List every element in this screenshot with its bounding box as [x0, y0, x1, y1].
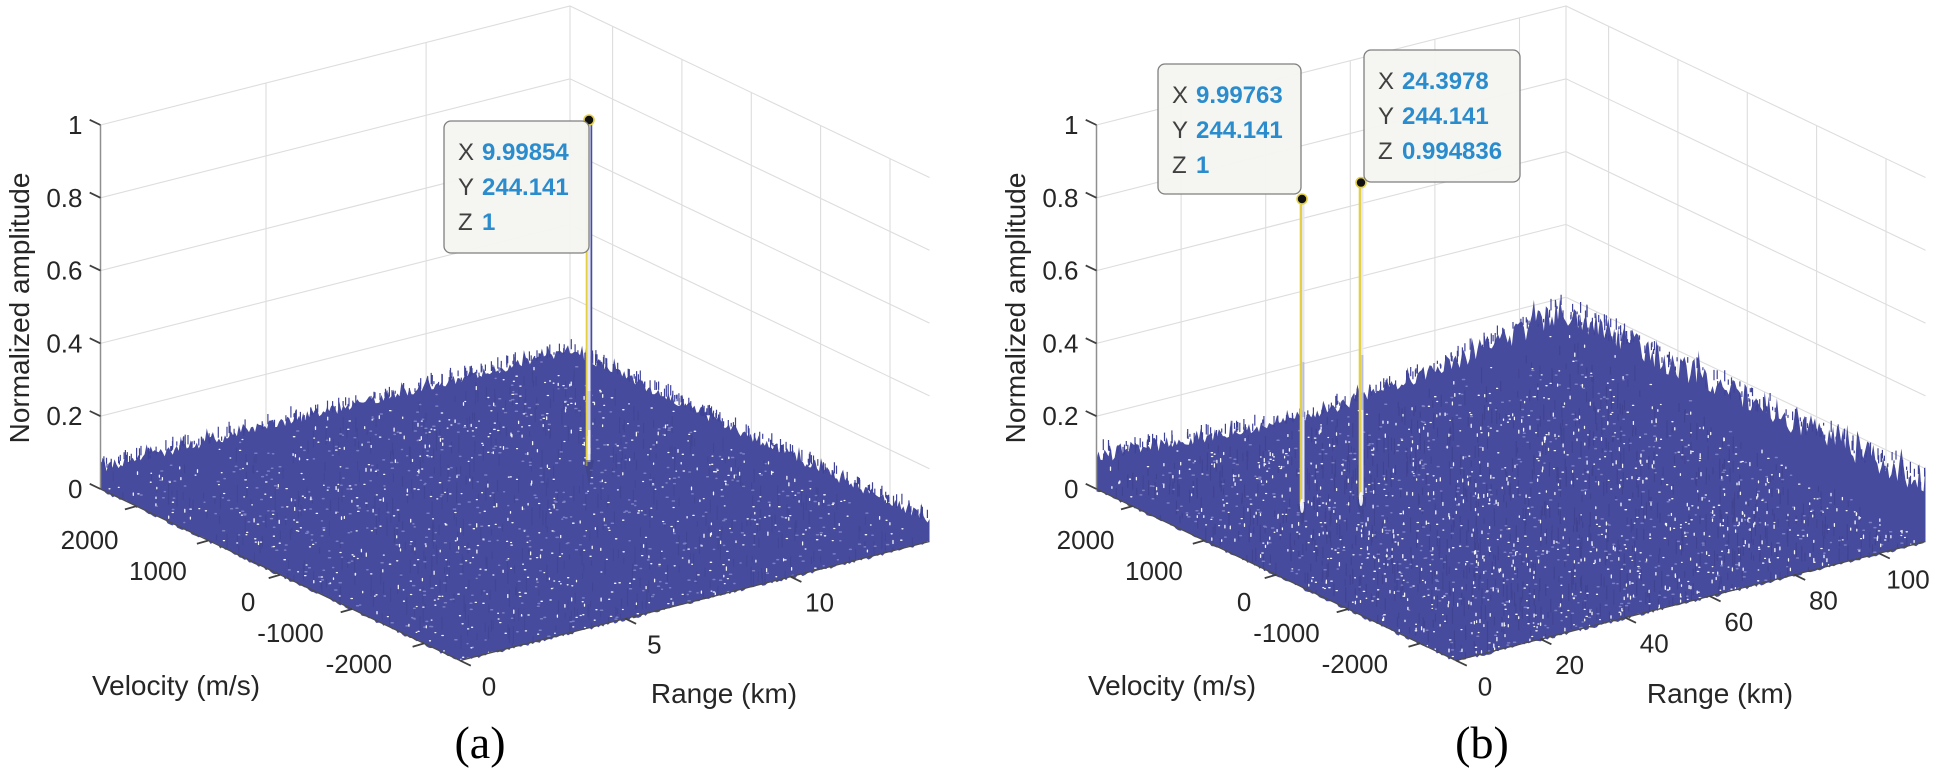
svg-text:Z: Z	[458, 209, 473, 236]
svg-text:Z: Z	[1378, 138, 1393, 165]
svg-text:1000: 1000	[1125, 556, 1183, 586]
svg-text:244.141: 244.141	[1402, 103, 1489, 130]
svg-text:0: 0	[1478, 672, 1492, 702]
svg-text:-2000: -2000	[1322, 649, 1389, 679]
svg-text:1: 1	[68, 110, 82, 140]
svg-text:0.2: 0.2	[1042, 401, 1078, 431]
svg-text:0.994836: 0.994836	[1402, 138, 1502, 165]
svg-text:Normalized amplitude: Normalized amplitude	[1000, 173, 1031, 444]
svg-text:0: 0	[241, 587, 255, 617]
svg-text:Normalized amplitude: Normalized amplitude	[4, 173, 35, 444]
svg-text:Velocity (m/s): Velocity (m/s)	[1088, 670, 1256, 701]
svg-text:24.3978: 24.3978	[1402, 68, 1489, 95]
svg-text:244.141: 244.141	[1196, 117, 1283, 144]
svg-text:0.4: 0.4	[46, 328, 82, 358]
svg-text:(a): (a)	[454, 717, 505, 768]
svg-text:0.6: 0.6	[46, 256, 82, 286]
svg-text:80: 80	[1809, 586, 1838, 616]
svg-text:9.99854: 9.99854	[482, 139, 569, 166]
svg-text:0.4: 0.4	[1042, 328, 1078, 358]
svg-text:-1000: -1000	[257, 618, 324, 648]
svg-text:Range (km): Range (km)	[1647, 678, 1793, 709]
svg-text:1: 1	[1196, 152, 1209, 179]
svg-text:X: X	[458, 139, 474, 166]
svg-text:20: 20	[1555, 650, 1584, 680]
svg-text:2000: 2000	[1057, 525, 1115, 555]
svg-text:5: 5	[647, 630, 661, 660]
svg-text:Z: Z	[1172, 152, 1187, 179]
svg-text:Y: Y	[1172, 117, 1188, 144]
svg-text:0.8: 0.8	[1042, 183, 1078, 213]
svg-text:0.6: 0.6	[1042, 256, 1078, 286]
svg-text:40: 40	[1640, 629, 1669, 659]
svg-text:0: 0	[1064, 474, 1078, 504]
svg-text:-2000: -2000	[326, 649, 393, 679]
svg-text:X: X	[1378, 68, 1394, 95]
svg-text:0.8: 0.8	[46, 183, 82, 213]
svg-text:2000: 2000	[61, 525, 119, 555]
svg-text:60: 60	[1724, 607, 1753, 637]
svg-text:10: 10	[805, 588, 834, 618]
svg-text:0: 0	[68, 474, 82, 504]
svg-text:Range (km): Range (km)	[651, 678, 797, 709]
svg-text:244.141: 244.141	[482, 174, 569, 201]
svg-text:Y: Y	[458, 174, 474, 201]
svg-text:9.99763: 9.99763	[1196, 82, 1283, 109]
svg-text:Velocity (m/s): Velocity (m/s)	[92, 670, 260, 701]
svg-text:0.2: 0.2	[46, 401, 82, 431]
svg-text:100: 100	[1886, 564, 1929, 594]
svg-text:1000: 1000	[129, 556, 187, 586]
svg-text:(b): (b)	[1455, 717, 1509, 768]
svg-text:Y: Y	[1378, 103, 1394, 130]
svg-text:0: 0	[1237, 587, 1251, 617]
svg-text:1: 1	[482, 209, 495, 236]
svg-text:X: X	[1172, 82, 1188, 109]
svg-text:0: 0	[482, 672, 496, 702]
svg-text:-1000: -1000	[1253, 618, 1320, 648]
svg-text:1: 1	[1064, 110, 1078, 140]
